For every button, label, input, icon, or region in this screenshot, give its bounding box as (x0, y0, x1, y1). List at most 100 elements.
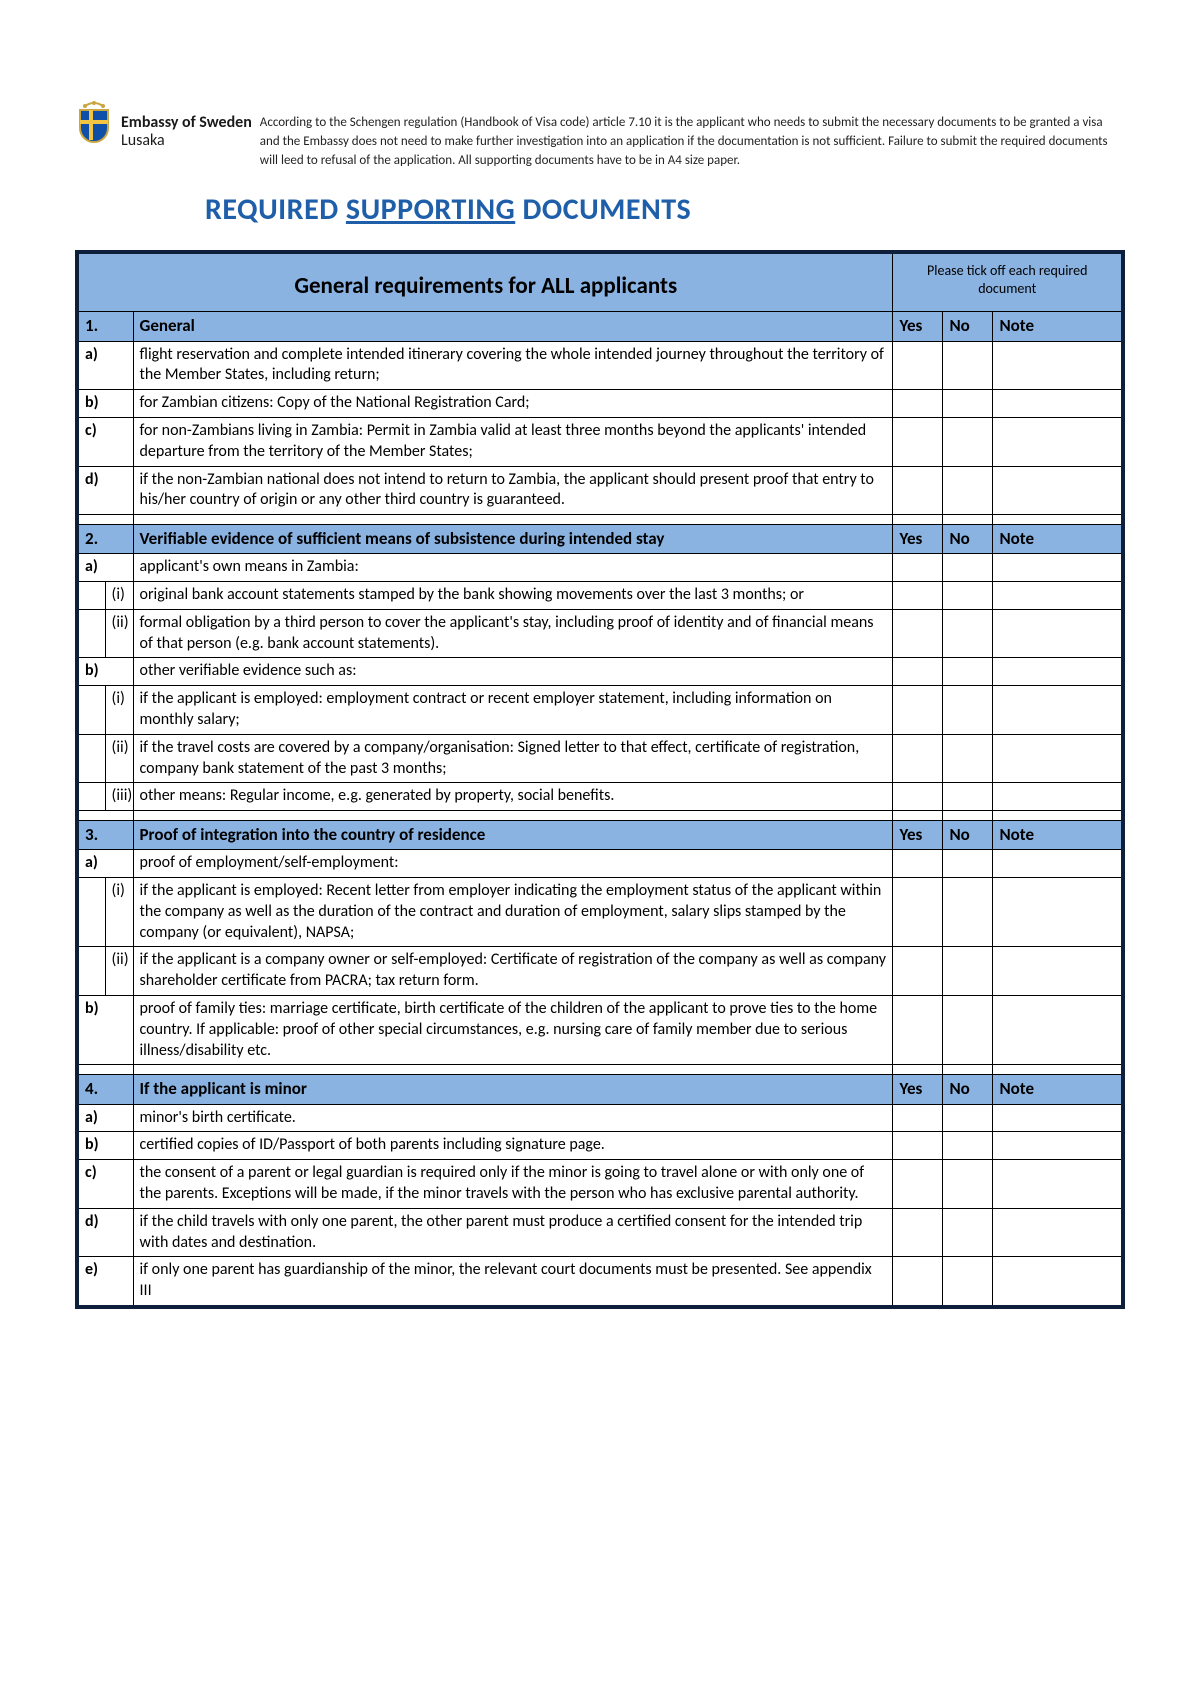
cell-no[interactable] (943, 658, 993, 686)
cell-no[interactable] (943, 1132, 993, 1160)
col-no: No (943, 1075, 993, 1104)
section-number: 1. (77, 312, 133, 341)
cell-no[interactable] (943, 1160, 993, 1209)
cell-yes[interactable] (893, 609, 943, 658)
col-yes: Yes (893, 821, 943, 850)
cell-no[interactable] (943, 1104, 993, 1132)
title-underlined: SUPPORTING (346, 191, 515, 228)
org-block: Embassy of Sweden Lusaka (121, 100, 252, 151)
cell-yes[interactable] (893, 947, 943, 996)
cell-note[interactable] (993, 1104, 1123, 1132)
row-sublabel: (ii) (105, 609, 133, 658)
spacer (943, 515, 993, 525)
row-label-empty (77, 609, 105, 658)
cell-yes[interactable] (893, 1160, 943, 1209)
cell-yes[interactable] (893, 466, 943, 515)
cell-no[interactable] (943, 686, 993, 735)
row-label-empty (77, 878, 105, 947)
spacer (993, 1065, 1123, 1075)
col-no: No (943, 312, 993, 341)
row-text: if the child travels with only one paren… (133, 1208, 893, 1257)
cell-note[interactable] (993, 686, 1123, 735)
cell-no[interactable] (943, 850, 993, 878)
row-sublabel: (i) (105, 686, 133, 735)
cell-no[interactable] (943, 1257, 993, 1307)
row-label: b) (77, 390, 133, 418)
cell-yes[interactable] (893, 341, 943, 390)
cell-no[interactable] (943, 947, 993, 996)
row-sublabel: (ii) (105, 734, 133, 783)
row-text: formal obligation by a third person to c… (133, 609, 893, 658)
cell-yes[interactable] (893, 850, 943, 878)
cell-note[interactable] (993, 947, 1123, 996)
cell-note[interactable] (993, 1208, 1123, 1257)
header: Embassy of Sweden Lusaka According to th… (75, 100, 1125, 171)
cell-no[interactable] (943, 466, 993, 515)
title-pre: REQUIRED (205, 191, 346, 228)
cell-note[interactable] (993, 554, 1123, 582)
row-label: b) (77, 996, 133, 1065)
cell-note[interactable] (993, 390, 1123, 418)
row-sublabel: (iii) (105, 783, 133, 811)
row-text: if the applicant is employed: Recent let… (133, 878, 893, 947)
cell-yes[interactable] (893, 1208, 943, 1257)
cell-yes[interactable] (893, 390, 943, 418)
cell-yes[interactable] (893, 878, 943, 947)
cell-no[interactable] (943, 341, 993, 390)
cell-note[interactable] (993, 658, 1123, 686)
cell-yes[interactable] (893, 996, 943, 1065)
cell-note[interactable] (993, 734, 1123, 783)
cell-no[interactable] (943, 609, 993, 658)
cell-note[interactable] (993, 1257, 1123, 1307)
cell-no[interactable] (943, 581, 993, 609)
row-label: a) (77, 850, 133, 878)
cell-no[interactable] (943, 417, 993, 466)
spacer (133, 1065, 893, 1075)
cell-no[interactable] (943, 554, 993, 582)
cell-note[interactable] (993, 878, 1123, 947)
col-yes: Yes (893, 312, 943, 341)
spacer (133, 811, 893, 821)
cell-yes[interactable] (893, 734, 943, 783)
row-label: c) (77, 1160, 133, 1209)
cell-yes[interactable] (893, 417, 943, 466)
col-note: Note (993, 312, 1123, 341)
page-title: REQUIRED SUPPORTING DOCUMENTS (205, 191, 1125, 228)
cell-note[interactable] (993, 609, 1123, 658)
row-text: proof of family ties: marriage certifica… (133, 996, 893, 1065)
spacer (77, 1065, 133, 1075)
cell-note[interactable] (993, 1132, 1123, 1160)
cell-note[interactable] (993, 417, 1123, 466)
cell-no[interactable] (943, 390, 993, 418)
cell-yes[interactable] (893, 1257, 943, 1307)
cell-note[interactable] (993, 466, 1123, 515)
cell-note[interactable] (993, 581, 1123, 609)
cell-note[interactable] (993, 341, 1123, 390)
cell-no[interactable] (943, 1208, 993, 1257)
row-label: a) (77, 1104, 133, 1132)
cell-no[interactable] (943, 783, 993, 811)
cell-yes[interactable] (893, 1104, 943, 1132)
cell-yes[interactable] (893, 1132, 943, 1160)
cell-yes[interactable] (893, 783, 943, 811)
cell-yes[interactable] (893, 581, 943, 609)
cell-note[interactable] (993, 850, 1123, 878)
section-title: Proof of integration into the country of… (133, 821, 893, 850)
col-note: Note (993, 1075, 1123, 1104)
tick-note: Please tick off each required document (893, 252, 1123, 312)
col-note: Note (993, 821, 1123, 850)
cell-yes[interactable] (893, 658, 943, 686)
col-yes: Yes (893, 1075, 943, 1104)
cell-note[interactable] (993, 996, 1123, 1065)
cell-no[interactable] (943, 878, 993, 947)
cell-no[interactable] (943, 996, 993, 1065)
cell-note[interactable] (993, 783, 1123, 811)
cell-yes[interactable] (893, 554, 943, 582)
section-number: 2. (77, 525, 133, 554)
cell-no[interactable] (943, 734, 993, 783)
row-text: original bank account statements stamped… (133, 581, 893, 609)
cell-note[interactable] (993, 1160, 1123, 1209)
cell-yes[interactable] (893, 686, 943, 735)
row-text: if the travel costs are covered by a com… (133, 734, 893, 783)
spacer (943, 1065, 993, 1075)
